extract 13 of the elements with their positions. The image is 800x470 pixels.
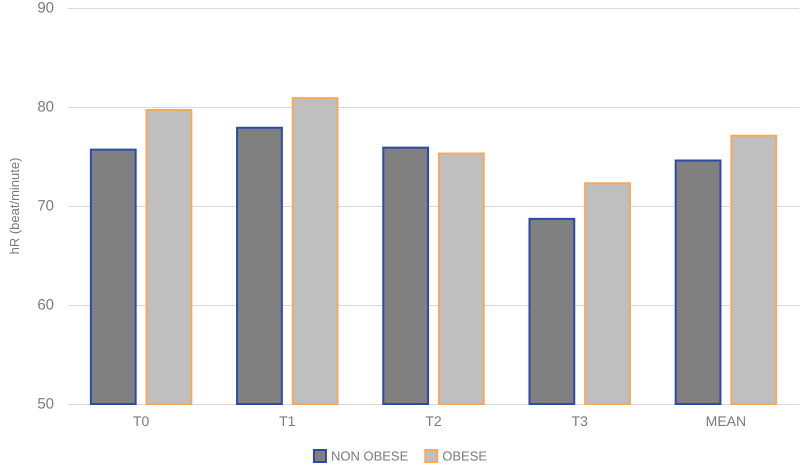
x-tick-label: T2 — [425, 413, 442, 429]
y-tick-label: 60 — [37, 296, 54, 314]
y-tick-label: 90 — [37, 0, 54, 16]
x-tick-label: T0 — [132, 413, 150, 429]
y-tick-label: 70 — [37, 198, 54, 214]
y-tick-label: 80 — [37, 98, 54, 116]
legend-label: NON OBESE — [330, 448, 409, 464]
y-tick-label: 50 — [37, 396, 54, 412]
x-tick-label: T1 — [279, 413, 296, 429]
x-tick-label: T3 — [572, 413, 588, 429]
x-tick-label: MEAN — [706, 413, 746, 429]
y-axis-title: hR (beat/minute) — [7, 158, 22, 254]
legend-label: OBESE — [442, 448, 488, 464]
